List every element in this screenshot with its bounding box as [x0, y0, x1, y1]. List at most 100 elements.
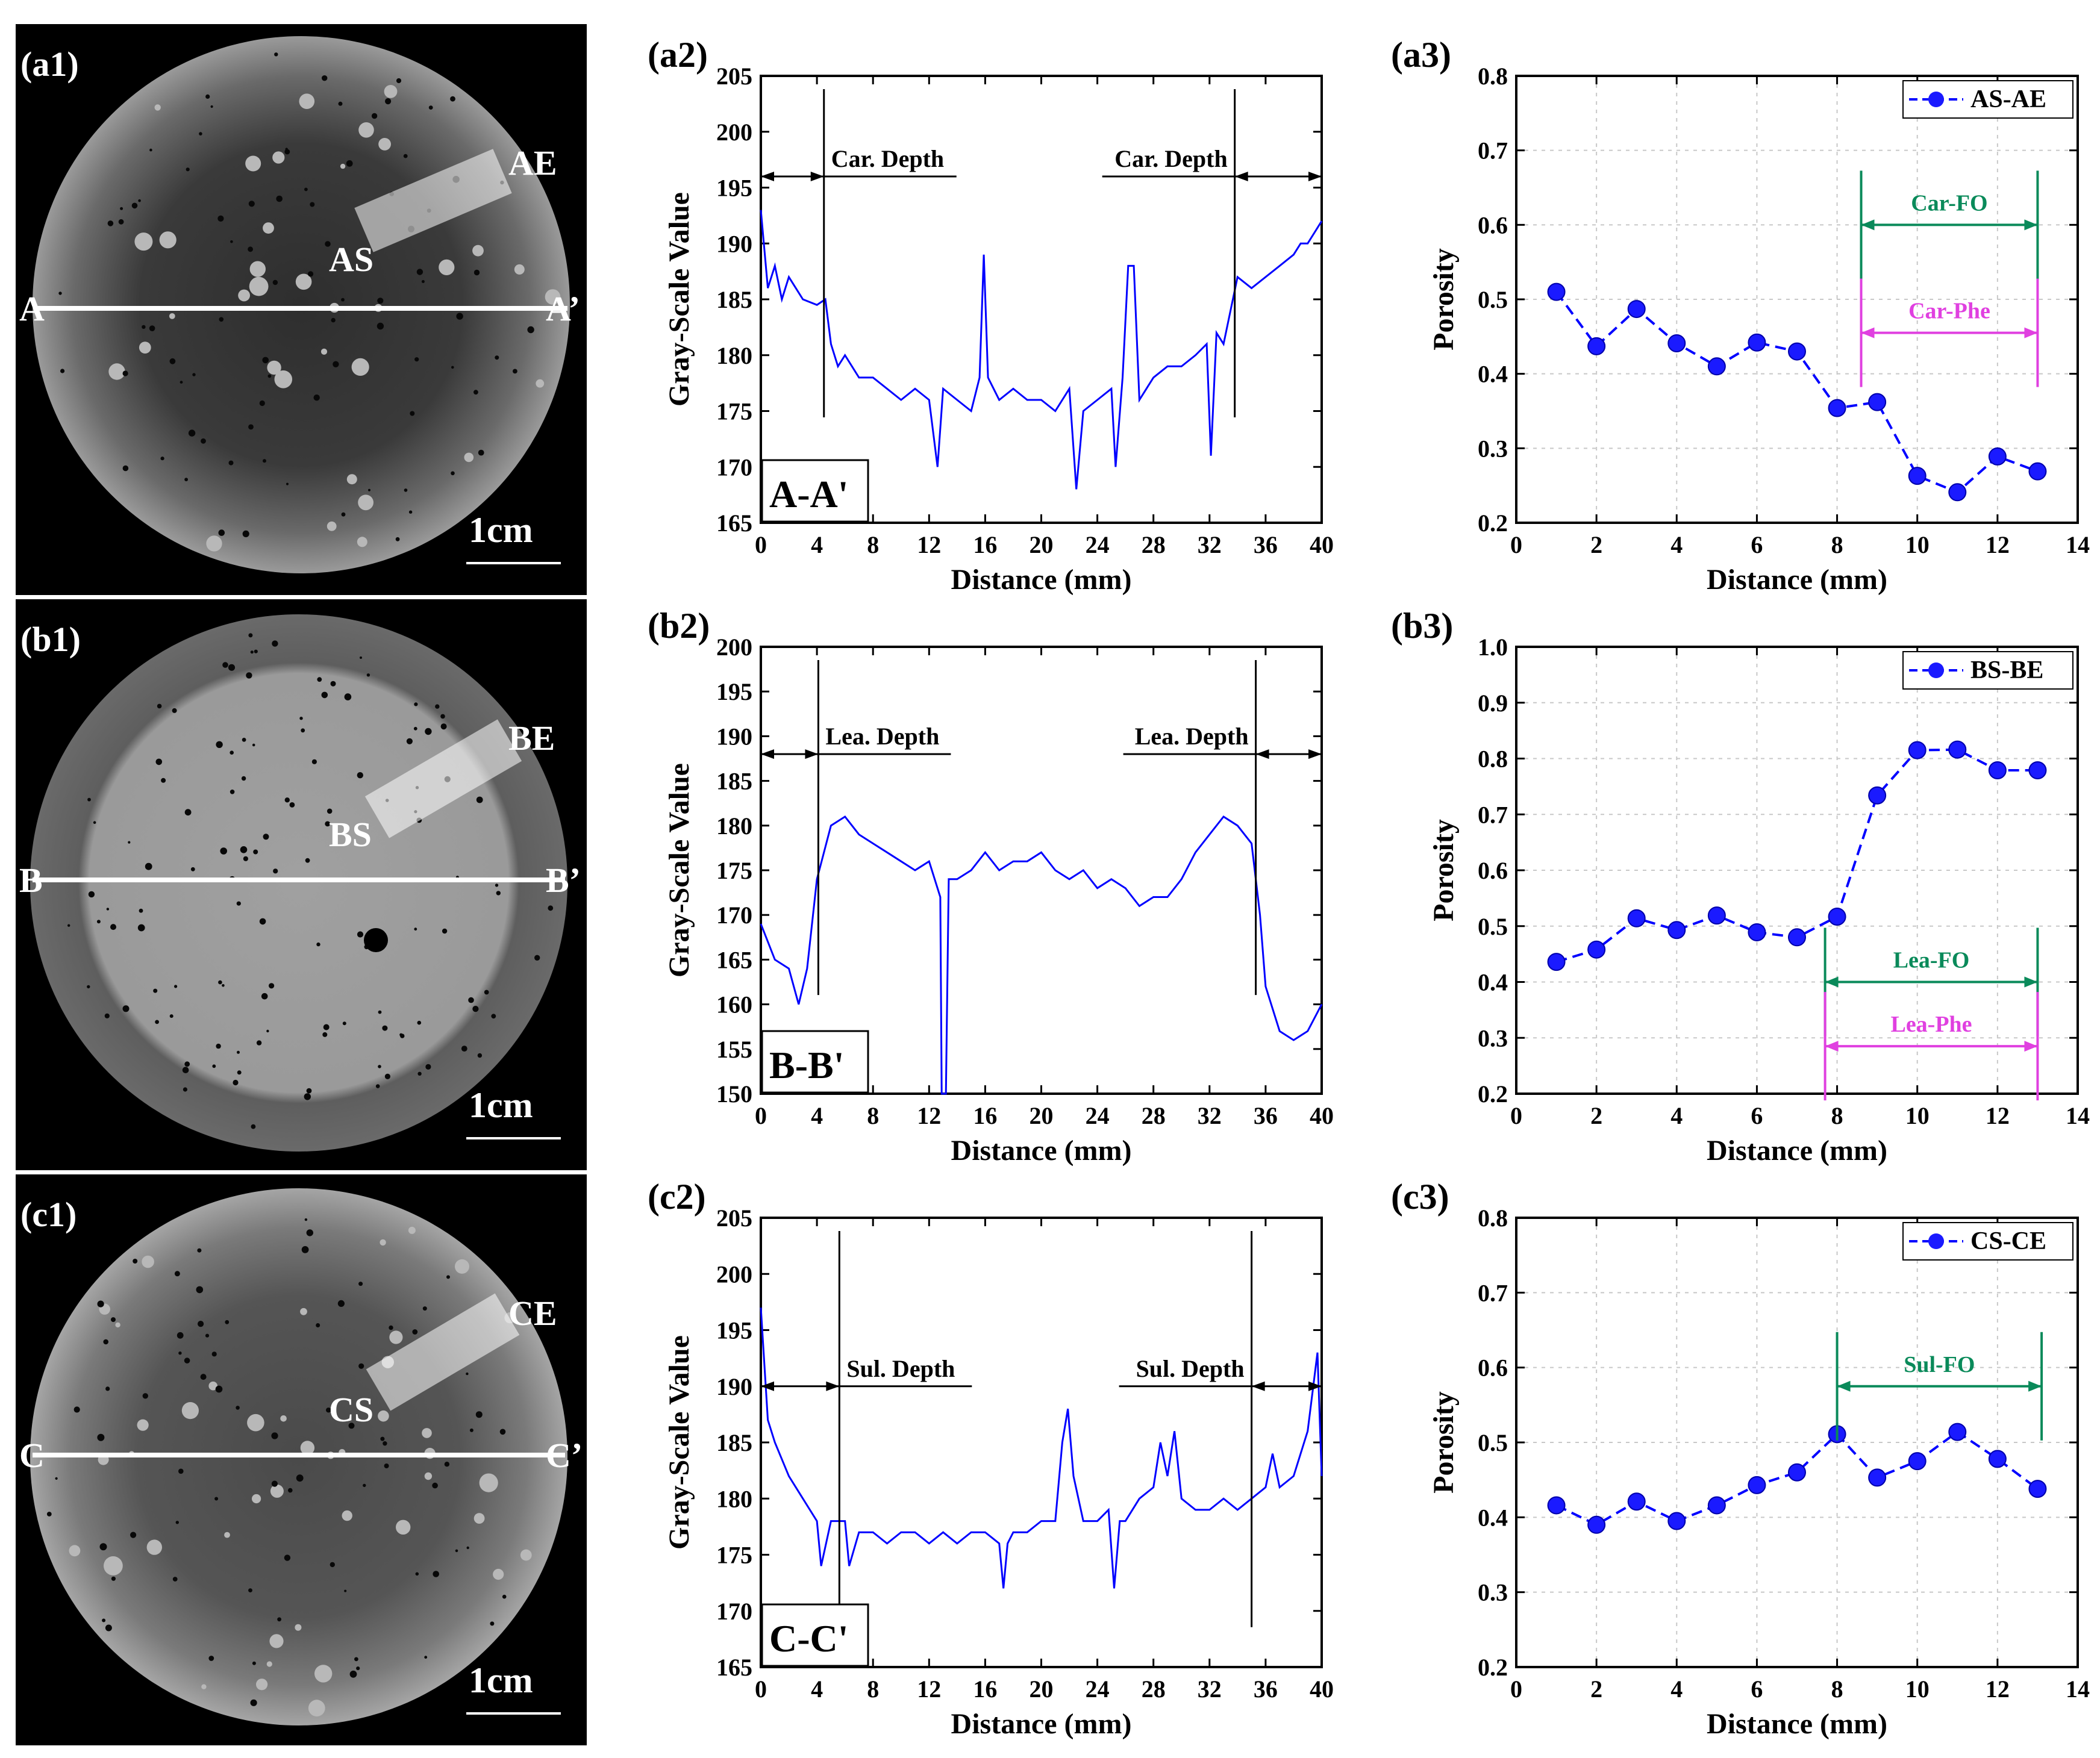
porosity-point — [1788, 342, 1806, 361]
pore — [450, 96, 455, 102]
pore — [341, 512, 346, 517]
aggregate — [247, 1414, 264, 1432]
y-tick-label: 1.0 — [1478, 634, 1508, 661]
aggregate — [408, 1226, 416, 1234]
x-tick-label: 14 — [2066, 1675, 2090, 1703]
porosity-point — [1627, 909, 1646, 927]
x-tick-label: 10 — [1905, 1102, 1930, 1129]
x-axis-label: Distance (mm) — [1707, 1708, 1887, 1740]
x-tick-label: 10 — [1905, 531, 1930, 558]
y-tick-label: 200 — [716, 1261, 752, 1288]
aggregate — [256, 1679, 268, 1691]
line-right-label: A’ — [546, 289, 580, 328]
aggregate — [536, 379, 545, 388]
range-label: Lea-Phe — [1890, 1012, 1972, 1037]
pore — [273, 868, 278, 874]
pore — [432, 1482, 438, 1489]
pore — [103, 1339, 108, 1345]
sampling-band — [364, 719, 522, 838]
pore — [301, 728, 305, 733]
pore — [484, 990, 489, 995]
arrow-head — [1861, 327, 1875, 338]
pore — [184, 478, 188, 482]
porosity-point — [1988, 1450, 2007, 1468]
x-tick-label: 4 — [1670, 1675, 1683, 1703]
pore — [338, 101, 343, 106]
y-tick-label: 0.4 — [1478, 361, 1508, 388]
aggregate — [238, 289, 250, 302]
pore — [469, 1428, 473, 1432]
arrow-head — [1825, 1041, 1839, 1052]
x-tick-label: 36 — [1254, 1102, 1278, 1129]
pore — [306, 1088, 312, 1094]
pore — [178, 1468, 184, 1474]
pore — [105, 1386, 110, 1391]
y-tick-label: 190 — [716, 723, 752, 750]
pore — [122, 1005, 130, 1012]
porosity-point — [1587, 337, 1606, 355]
porosity-point — [1868, 1468, 1887, 1487]
y-tick-label: 200 — [716, 634, 752, 661]
y-tick-label: 0.2 — [1478, 510, 1508, 537]
pore — [451, 366, 454, 369]
x-tick-label: 36 — [1254, 531, 1278, 558]
porosity-point — [2028, 462, 2047, 481]
section-tag-box — [761, 459, 869, 523]
ct-panel-a1: (a1) AS AE A A’ 1cm — [16, 24, 587, 595]
pore — [177, 1332, 184, 1339]
x-tick-label: 6 — [1751, 1675, 1763, 1703]
pore — [184, 1061, 190, 1067]
pore — [256, 1040, 262, 1046]
pore — [205, 94, 210, 99]
pore — [346, 160, 353, 167]
x-tick-label: 0 — [755, 1675, 767, 1703]
pore — [120, 207, 123, 210]
arrow-head — [1837, 1380, 1851, 1392]
y-tick-label: 0.5 — [1478, 286, 1508, 313]
pore — [435, 704, 440, 709]
x-tick-label: 0 — [1510, 1675, 1522, 1703]
pore — [276, 195, 283, 202]
pore — [183, 1087, 187, 1092]
pore — [313, 394, 320, 401]
section-tag-box — [761, 1603, 869, 1667]
y-tick-label: 160 — [716, 991, 752, 1018]
pore — [210, 105, 213, 108]
pore — [389, 1325, 393, 1330]
y-tick-label: 205 — [716, 63, 752, 90]
pore — [311, 759, 317, 764]
ct-panel-c1: (c1) CS CE C C’ 1cm — [16, 1174, 587, 1745]
x-tick-label: 8 — [867, 1675, 879, 1703]
pore — [330, 1562, 335, 1568]
aggregate — [208, 1381, 218, 1391]
x-tick-label: 16 — [973, 1102, 997, 1129]
pore — [149, 325, 155, 331]
pore — [304, 1218, 308, 1221]
pore — [214, 1497, 219, 1501]
pore — [269, 983, 275, 989]
x-tick-label: 0 — [755, 531, 767, 558]
line-right-label: C’ — [546, 1436, 583, 1475]
pore — [222, 984, 225, 987]
x-tick-label: 6 — [1751, 1102, 1763, 1129]
y-tick-label: 170 — [716, 1598, 752, 1625]
aggregate — [340, 163, 346, 169]
pore — [190, 867, 195, 871]
pore — [495, 884, 499, 887]
pore — [110, 924, 116, 930]
pore — [406, 738, 413, 744]
x-tick-label: 12 — [917, 531, 941, 558]
pore — [106, 908, 110, 911]
pore — [330, 681, 336, 687]
pore — [248, 633, 253, 638]
porosity-point — [1748, 923, 1766, 941]
y-tick-label: 165 — [716, 510, 752, 537]
band-start-label: CS — [329, 1390, 373, 1429]
pore — [266, 1029, 269, 1033]
pore — [414, 927, 417, 931]
pore — [433, 1571, 439, 1577]
pore — [262, 357, 269, 364]
pore — [326, 1407, 331, 1413]
pore — [316, 1323, 320, 1327]
porosity-point — [1748, 1476, 1766, 1494]
